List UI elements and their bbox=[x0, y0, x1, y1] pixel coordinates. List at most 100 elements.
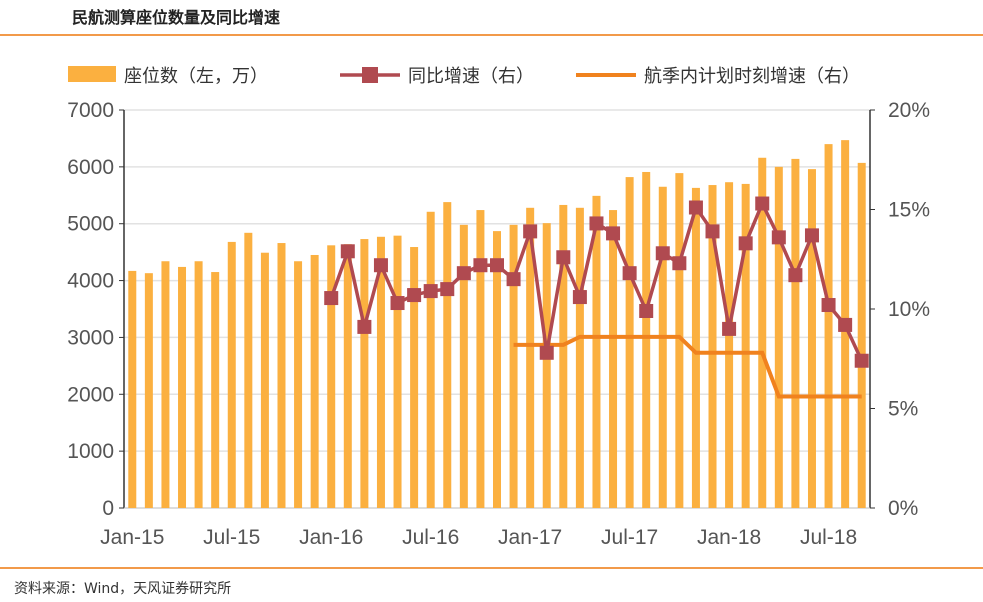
yoy-marker bbox=[556, 250, 571, 265]
bar bbox=[244, 232, 253, 508]
yoy-marker bbox=[589, 216, 604, 231]
footer-divider bbox=[0, 567, 983, 569]
bar bbox=[360, 239, 369, 508]
bar bbox=[542, 223, 551, 508]
yoy-marker bbox=[838, 317, 853, 332]
title-divider bbox=[0, 34, 983, 36]
bar bbox=[857, 162, 866, 508]
yoy-marker bbox=[738, 236, 753, 251]
x-tick-label: Jan-16 bbox=[299, 526, 363, 549]
right-tick-label: 10% bbox=[888, 298, 930, 321]
bar bbox=[493, 231, 501, 508]
bar bbox=[509, 224, 518, 508]
bar bbox=[774, 166, 783, 508]
yoy-marker bbox=[456, 266, 471, 281]
yoy-marker bbox=[490, 258, 504, 273]
yoy-marker bbox=[639, 303, 654, 318]
x-tick-label: Jan-17 bbox=[498, 526, 562, 549]
right-tick-label: 0% bbox=[888, 497, 918, 520]
bar bbox=[675, 173, 684, 508]
left-tick-label: 6000 bbox=[67, 156, 114, 179]
bar bbox=[327, 245, 336, 508]
yoy-marker bbox=[688, 200, 703, 215]
bar bbox=[294, 261, 303, 508]
x-tick-label: Jul-18 bbox=[800, 526, 857, 549]
yoy-marker bbox=[390, 296, 405, 311]
bar bbox=[144, 273, 153, 508]
x-tick-label: Jul-15 bbox=[203, 526, 260, 549]
left-tick-label: 7000 bbox=[67, 99, 114, 122]
right-tick-label: 20% bbox=[888, 99, 930, 122]
bar bbox=[758, 157, 767, 508]
bar bbox=[741, 183, 750, 508]
legend-label: 航季内计划时刻增速（右） bbox=[644, 66, 860, 87]
yoy-marker bbox=[854, 353, 869, 368]
bar bbox=[691, 187, 700, 508]
right-tick-label: 15% bbox=[888, 199, 930, 222]
yoy-marker bbox=[506, 272, 521, 287]
bar bbox=[161, 261, 170, 508]
bar bbox=[310, 254, 319, 508]
bar bbox=[575, 207, 584, 508]
bar bbox=[260, 252, 269, 508]
series-line-plan-slot-growth bbox=[513, 334, 862, 399]
yoy-marker bbox=[572, 290, 587, 305]
yoy-marker bbox=[539, 345, 554, 360]
left-tick-label: 1000 bbox=[67, 440, 114, 463]
yoy-marker bbox=[705, 224, 720, 239]
bar bbox=[526, 207, 535, 508]
legend-swatch-bar bbox=[68, 66, 116, 82]
yoy-marker bbox=[722, 321, 737, 336]
bar bbox=[708, 185, 717, 508]
right-tick-label: 5% bbox=[888, 398, 918, 421]
legend-label: 座位数（左，万） bbox=[124, 66, 268, 87]
yoy-marker bbox=[771, 230, 786, 245]
x-tick-label: Jan-15 bbox=[100, 526, 164, 549]
bar bbox=[211, 272, 220, 508]
bar bbox=[194, 261, 203, 508]
bar bbox=[559, 204, 568, 509]
yoy-marker bbox=[440, 282, 455, 297]
yoy-marker bbox=[755, 196, 770, 211]
chart-title: 民航测算座位数量及同比增速 bbox=[72, 8, 281, 27]
bar bbox=[410, 247, 419, 509]
bar bbox=[426, 211, 435, 508]
bar bbox=[343, 244, 352, 508]
yoy-marker bbox=[324, 291, 339, 306]
legend-label: 同比增速（右） bbox=[408, 66, 534, 87]
yoy-marker bbox=[606, 226, 621, 241]
bar bbox=[642, 171, 651, 508]
yoy-marker bbox=[523, 224, 538, 239]
yoy-marker bbox=[473, 258, 488, 273]
bar bbox=[178, 266, 187, 508]
bar bbox=[277, 243, 286, 508]
source-note: 资料来源：Wind，天风证券研究所 bbox=[14, 581, 232, 597]
yoy-marker bbox=[672, 256, 687, 271]
bar bbox=[393, 235, 402, 508]
yoy-marker bbox=[357, 319, 372, 334]
bar bbox=[459, 224, 468, 508]
legend-marker-yoy bbox=[362, 67, 378, 83]
left-tick-label: 5000 bbox=[67, 213, 114, 236]
bar bbox=[807, 169, 816, 509]
yoy-marker bbox=[821, 298, 836, 313]
bar bbox=[376, 236, 385, 508]
bar bbox=[443, 202, 452, 508]
yoy-marker bbox=[407, 288, 422, 303]
bar bbox=[824, 144, 833, 508]
bar bbox=[658, 186, 667, 508]
bar bbox=[791, 158, 800, 508]
left-tick-label: 4000 bbox=[67, 270, 114, 293]
yoy-marker bbox=[655, 246, 670, 261]
yoy-marker bbox=[804, 228, 819, 243]
yoy-marker bbox=[423, 284, 438, 299]
bar bbox=[625, 177, 634, 508]
bar bbox=[476, 210, 485, 508]
left-tick-label: 2000 bbox=[67, 383, 114, 406]
bar bbox=[128, 270, 137, 508]
left-tick-label: 0 bbox=[102, 497, 114, 520]
left-tick-label: 3000 bbox=[67, 326, 114, 349]
x-tick-label: Jul-16 bbox=[402, 526, 459, 549]
bar bbox=[227, 241, 236, 508]
